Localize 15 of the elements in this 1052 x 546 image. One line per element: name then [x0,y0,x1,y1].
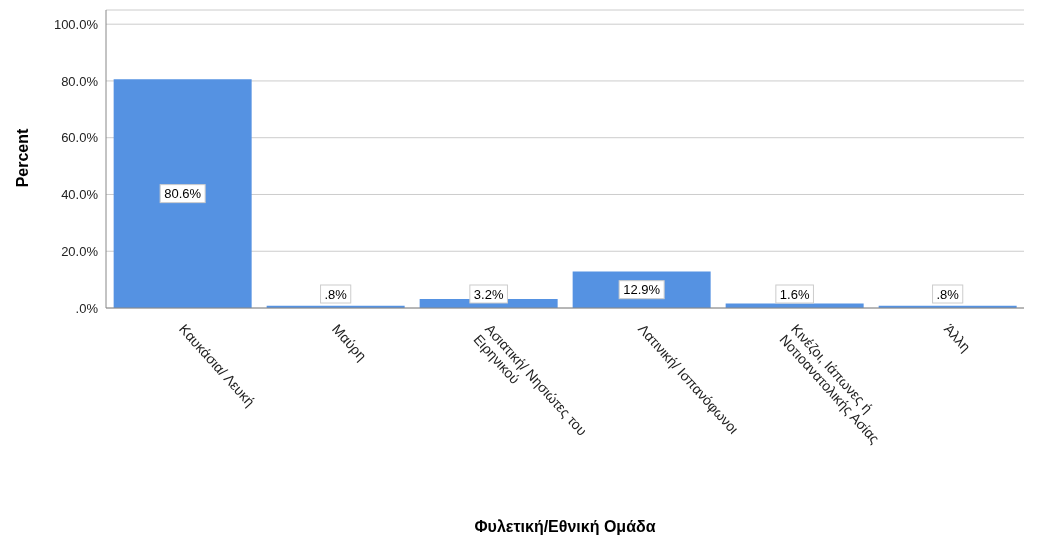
data-label: 80.6% [164,186,202,202]
data-label: .8% [936,286,960,302]
y-axis-title: Percent [14,128,32,188]
data-label: 3.2% [473,286,504,302]
data-label: 12.9% [623,282,661,298]
data-label: .8% [324,286,348,302]
bar [113,79,252,308]
data-label: 1.6% [779,286,810,302]
y-tick-label: 20.0% [61,243,99,259]
y-tick-label: .0% [75,300,99,316]
y-tick-label: 40.0% [61,187,99,203]
y-tick-label: 80.0% [61,73,99,89]
x-axis-title: Φυλετική/Εθνική Ομάδα [473,518,657,536]
y-tick-label: 60.0% [61,130,99,146]
y-tick-label: 100.0% [53,16,99,32]
